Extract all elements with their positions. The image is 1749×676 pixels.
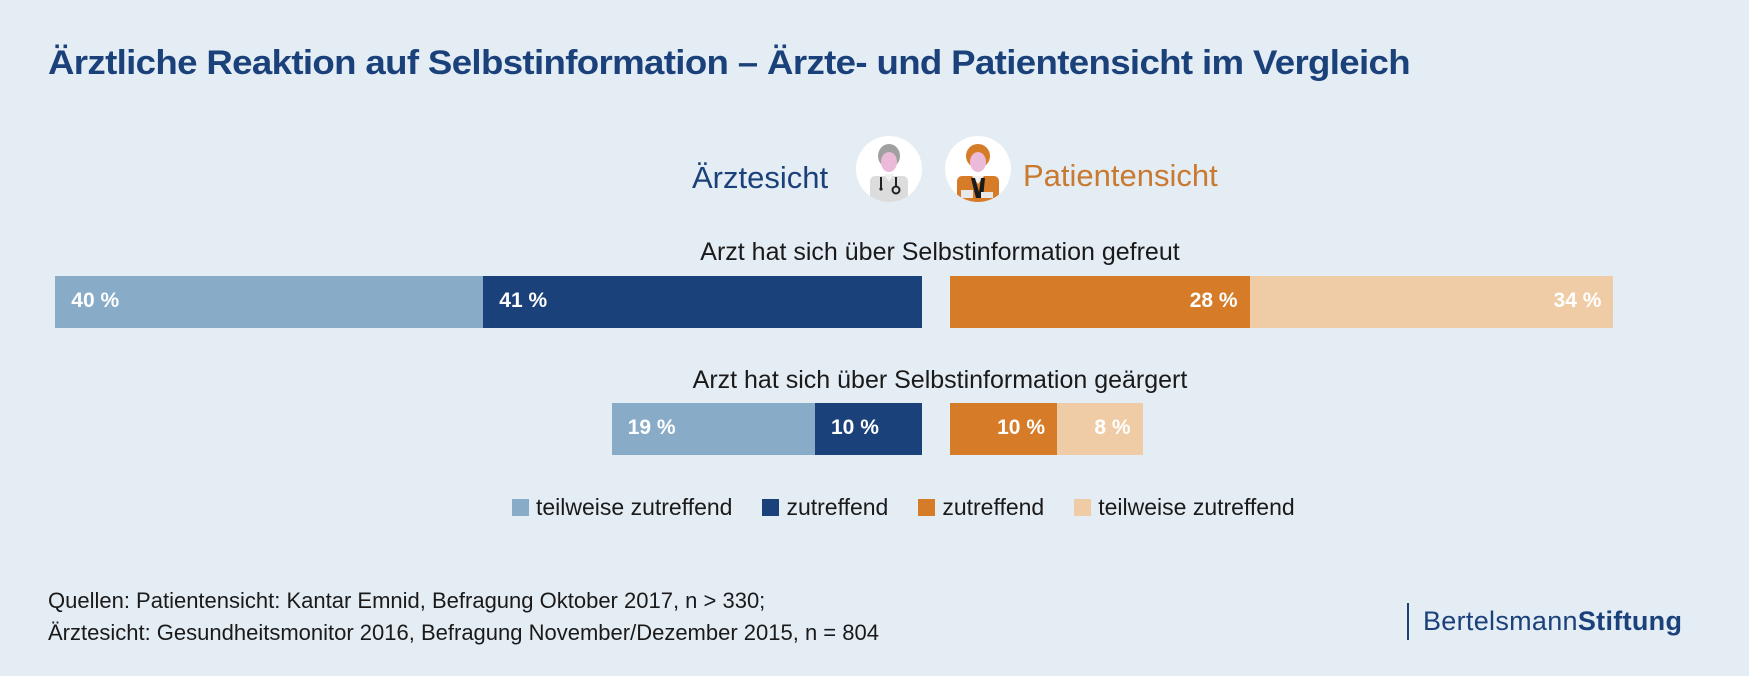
logo-part-regular: Bertelsmann bbox=[1423, 606, 1578, 636]
legend: teilweise zutreffend zutreffend zutreffe… bbox=[512, 494, 1325, 521]
category-label: Arzt hat sich über Selbstinformation gef… bbox=[700, 238, 1180, 266]
bar-value-label: 40 % bbox=[71, 289, 120, 312]
legend-swatch bbox=[512, 499, 529, 516]
bar-segment bbox=[950, 276, 1250, 328]
legend-item: zutreffend bbox=[918, 494, 1044, 521]
source-line: Quellen: Patientensicht: Kantar Emnid, B… bbox=[48, 588, 766, 613]
legend-item: teilweise zutreffend bbox=[1074, 494, 1295, 521]
source-note: Quellen: Patientensicht: Kantar Emnid, B… bbox=[48, 585, 879, 649]
bar-value-label: 19 % bbox=[627, 416, 676, 439]
bar-segment bbox=[611, 403, 815, 455]
doctor-avatar-icon bbox=[856, 136, 922, 202]
bertelsmann-stiftung-logo: BertelsmannStiftung bbox=[1407, 603, 1682, 640]
legend-swatch bbox=[1074, 499, 1092, 516]
bar-segment bbox=[483, 276, 922, 328]
legend-item: teilweise zutreffend bbox=[512, 494, 732, 521]
legend-label: teilweise zutreffend bbox=[1098, 494, 1295, 520]
legend-label: zutreffend bbox=[786, 494, 889, 520]
bar-segment bbox=[1249, 276, 1614, 328]
bar-segment bbox=[950, 403, 1057, 455]
bar-value-label: 10 % bbox=[997, 416, 1045, 439]
bar-segment bbox=[1057, 403, 1143, 455]
bar-value-label: 28 % bbox=[1189, 289, 1238, 312]
bar-segment bbox=[815, 403, 922, 455]
legend-item: zutreffend bbox=[762, 494, 888, 521]
category-label: Arzt hat sich über Selbstinformation geä… bbox=[692, 366, 1188, 394]
legend-swatch bbox=[918, 499, 936, 516]
bar-value-label: 10 % bbox=[831, 416, 879, 439]
logo-text: BertelsmannStiftung bbox=[1423, 606, 1682, 637]
legend-label: teilweise zutreffend bbox=[536, 494, 733, 520]
patient-view-label: Patientensicht bbox=[1023, 158, 1218, 193]
logo-part-bold: Stiftung bbox=[1577, 606, 1683, 636]
source-line: Ärztesicht: Gesundheitsmonitor 2016, Bef… bbox=[48, 620, 879, 645]
bar-value-label: 8 % bbox=[1094, 416, 1131, 439]
bar-segment bbox=[55, 276, 484, 328]
bar-value-label: 41 % bbox=[499, 289, 548, 312]
bar-value-label: 34 % bbox=[1553, 289, 1602, 312]
logo-divider bbox=[1407, 603, 1409, 640]
patient-avatar-icon bbox=[945, 136, 1011, 202]
legend-swatch bbox=[762, 499, 780, 516]
legend-label: zutreffend bbox=[942, 494, 1045, 520]
chart-title: Ärztliche Reaktion auf Selbstinformation… bbox=[48, 44, 1411, 82]
doctor-view-label: Ärztesicht bbox=[692, 160, 829, 195]
